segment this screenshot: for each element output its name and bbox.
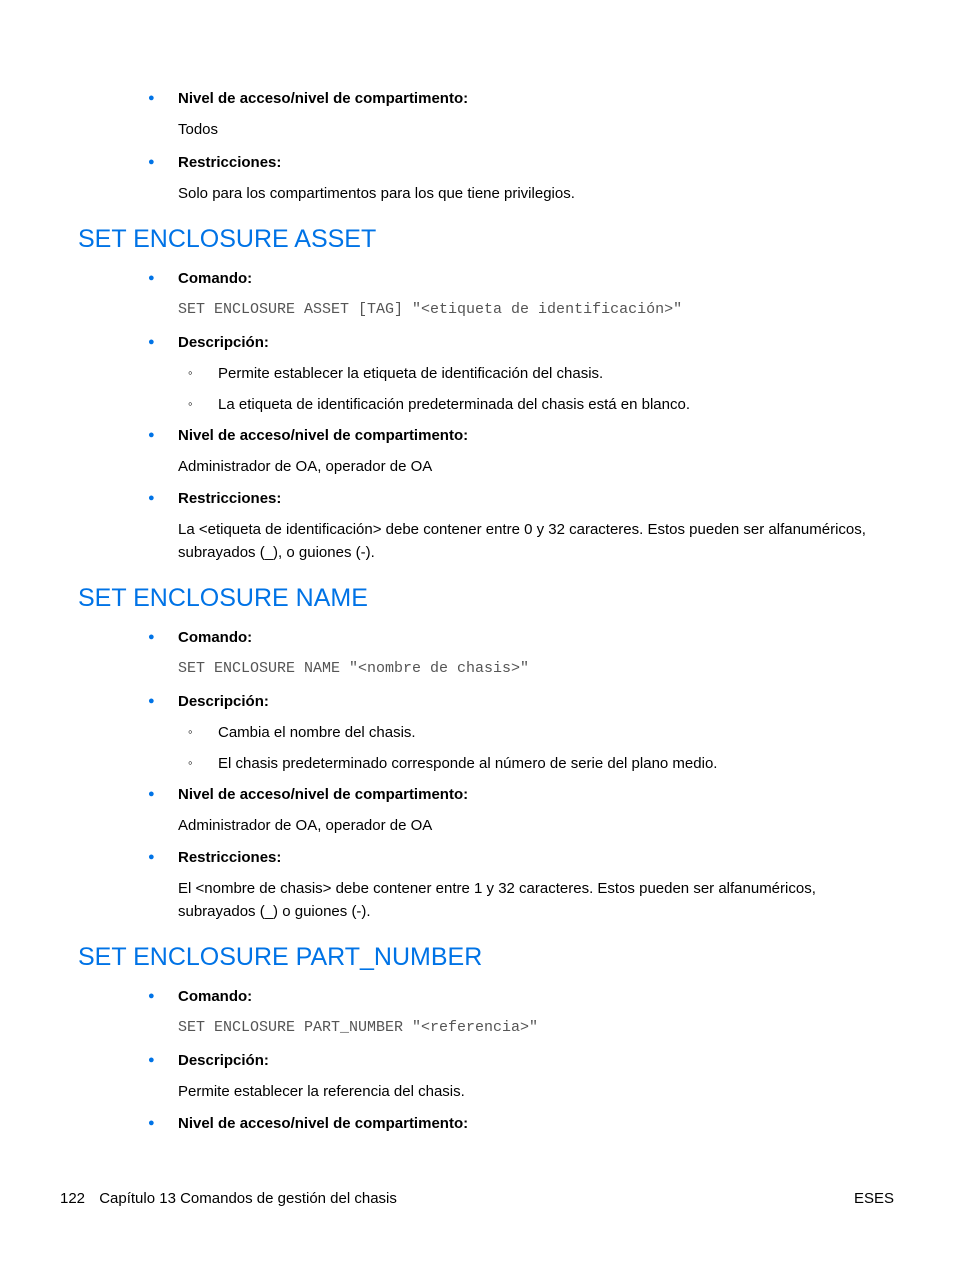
item-label: Descripción: [178,691,876,712]
chapter-title: Capítulo 13 Comandos de gestión del chas… [99,1190,397,1207]
footer-left: 122 Capítulo 13 Comandos de gestión del … [60,1190,397,1207]
list-item: Descripción: Permite establecer la refer… [148,1050,876,1104]
item-body: La <etiqueta de identificación> debe con… [178,519,876,564]
item-label: Descripción: [178,332,876,353]
item-label: Restricciones: [178,488,876,509]
item-label: Comando: [178,986,876,1007]
sublist-item: Permite establecer la etiqueta de identi… [188,363,876,384]
item-body-mono: SET ENCLOSURE ASSET [TAG] "<etiqueta de … [178,299,876,322]
list-item: Restricciones: El <nombre de chasis> deb… [148,847,876,923]
item-label: Nivel de acceso/nivel de compartimento: [178,425,876,446]
item-body: El <nombre de chasis> debe contener entr… [178,878,876,923]
item-label: Descripción: [178,1050,876,1071]
sublist: Permite establecer la etiqueta de identi… [188,363,876,415]
list-item: Nivel de acceso/nivel de compartimento: [148,1113,876,1134]
page-footer: 122 Capítulo 13 Comandos de gestión del … [60,1190,894,1207]
sublist-item: El chasis predeterminado corresponde al … [188,753,876,774]
list-item: Comando: SET ENCLOSURE ASSET [TAG] "<eti… [148,268,876,322]
top-list: Nivel de acceso/nivel de compartimento: … [148,88,876,205]
item-body-mono: SET ENCLOSURE NAME "<nombre de chasis>" [178,658,876,681]
footer-right: ESES [854,1190,894,1207]
list-item: Restricciones: Solo para los compartimen… [148,152,876,206]
sublist: Cambia el nombre del chasis. El chasis p… [188,722,876,774]
section-list: Comando: SET ENCLOSURE ASSET [TAG] "<eti… [148,268,876,564]
item-label: Restricciones: [178,152,876,173]
item-label: Restricciones: [178,847,876,868]
list-item: Nivel de acceso/nivel de compartimento: … [148,88,876,142]
item-body: Administrador de OA, operador de OA [178,815,876,838]
item-body-mono: SET ENCLOSURE PART_NUMBER "<referencia>" [178,1017,876,1040]
section-heading: SET ENCLOSURE PART_NUMBER [78,943,876,972]
list-item: Comando: SET ENCLOSURE NAME "<nombre de … [148,627,876,681]
page-number: 122 [60,1190,85,1207]
item-label: Nivel de acceso/nivel de compartimento: [178,784,876,805]
item-body: Permite establecer la referencia del cha… [178,1081,876,1104]
list-item: Descripción: Cambia el nombre del chasis… [148,691,876,774]
list-item: Comando: SET ENCLOSURE PART_NUMBER "<ref… [148,986,876,1040]
section-heading: SET ENCLOSURE NAME [78,584,876,613]
page-content: Nivel de acceso/nivel de compartimento: … [0,0,954,1134]
sublist-item: La etiqueta de identificación predetermi… [188,394,876,415]
sublist-item: Cambia el nombre del chasis. [188,722,876,743]
item-body: Solo para los compartimentos para los qu… [178,183,876,206]
section-list: Comando: SET ENCLOSURE NAME "<nombre de … [148,627,876,923]
list-item: Descripción: Permite establecer la etiqu… [148,332,876,415]
list-item: Restricciones: La <etiqueta de identific… [148,488,876,564]
item-label: Comando: [178,627,876,648]
section-heading: SET ENCLOSURE ASSET [78,225,876,254]
item-label: Nivel de acceso/nivel de compartimento: [178,1113,876,1134]
item-label: Nivel de acceso/nivel de compartimento: [178,88,876,109]
item-body: Todos [178,119,876,142]
item-body: Administrador de OA, operador de OA [178,456,876,479]
list-item: Nivel de acceso/nivel de compartimento: … [148,425,876,479]
section-list: Comando: SET ENCLOSURE PART_NUMBER "<ref… [148,986,876,1134]
list-item: Nivel de acceso/nivel de compartimento: … [148,784,876,838]
item-label: Comando: [178,268,876,289]
